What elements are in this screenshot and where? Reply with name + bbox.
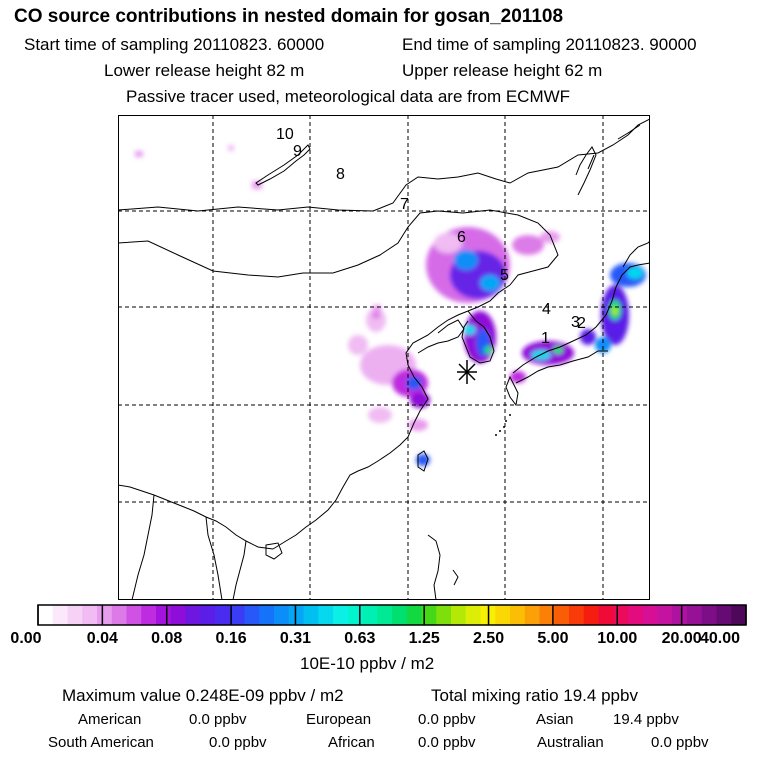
- receptor-asterisk-icon: [457, 360, 477, 384]
- trajectory-label-1: 1: [541, 330, 550, 347]
- colorbar-tick-label: 20.00: [661, 630, 702, 647]
- colorbar-swatch: [657, 605, 673, 625]
- colorbar-swatch: [613, 605, 629, 625]
- colorbar-tick-label: 0.00: [10, 630, 42, 647]
- map-panel: 1 2 3 4 5 6 7 8 9 10: [118, 115, 650, 600]
- colorbar-tick-label: 1.25: [408, 630, 440, 647]
- end-time-text: End time of sampling 20110823. 90000: [402, 35, 697, 54]
- colorbar-swatch: [539, 605, 555, 625]
- colorbar-swatch: [288, 605, 304, 625]
- colorbar-swatch: [170, 605, 186, 625]
- colorbar: [37, 604, 747, 631]
- region-african-label: African: [328, 734, 375, 751]
- region-south-american-label: South American: [48, 734, 154, 751]
- region-african-value: 0.0 ppbv: [418, 734, 476, 751]
- colorbar-tick-label: 5.00: [537, 630, 569, 647]
- colorbar-swatch: [303, 605, 319, 625]
- colorbar-swatch: [67, 605, 83, 625]
- colorbar-swatch: [274, 605, 290, 625]
- tracer-note-text: Passive tracer used, meteorological data…: [126, 87, 571, 106]
- colorbar-swatch: [333, 605, 349, 625]
- colorbar-swatch: [82, 605, 98, 625]
- colorbar-swatch: [200, 605, 216, 625]
- colorbar-swatch: [598, 605, 614, 625]
- colorbar-tick-label: 0.08: [151, 630, 183, 647]
- colorbar-swatch: [244, 605, 260, 625]
- start-time-text: Start time of sampling 20110823. 60000: [24, 35, 325, 54]
- region-south-american-value: 0.0 ppbv: [209, 734, 267, 751]
- colorbar-tick-label: 2.50: [472, 630, 505, 647]
- trajectory-label-5: 5: [500, 267, 509, 284]
- colorbar-swatch: [731, 605, 747, 625]
- trajectory-label-8: 8: [336, 166, 345, 183]
- colorbar-swatch: [510, 605, 526, 625]
- trajectory-label-4: 4: [542, 301, 551, 318]
- trajectory-label-7: 7: [400, 196, 409, 213]
- colorbar-swatch: [52, 605, 68, 625]
- trajectory-label-3: 3: [571, 314, 580, 331]
- map-gridlines: [118, 115, 650, 600]
- colorbar-swatch: [687, 605, 703, 625]
- colorbar-swatch: [362, 605, 378, 625]
- page-title: CO source contributions in nested domain…: [14, 6, 564, 27]
- colorbar-frame: [37, 604, 747, 626]
- colorbar-swatch: [141, 605, 157, 625]
- colorbar-tick-label: 0.04: [86, 630, 118, 647]
- colorbar-swatch: [215, 605, 231, 625]
- colorbar-tick-label: 0.31: [279, 630, 312, 647]
- colorbar-swatch: [628, 605, 644, 625]
- colorbar-tick-label: 10.00: [597, 630, 638, 647]
- colorbar-swatch: [465, 605, 481, 625]
- trajectory-label-6: 6: [457, 229, 466, 246]
- region-european-value: 0.0 ppbv: [418, 711, 476, 728]
- coastlines: [118, 118, 650, 600]
- colorbar-swatch: [111, 605, 127, 625]
- colorbar-tick-label: 40.00: [699, 630, 741, 647]
- colorbar-swatch: [583, 605, 599, 625]
- region-asian-label: Asian: [536, 711, 574, 728]
- lower-release-height-text: Lower release height 82 m: [104, 61, 305, 80]
- max-value-text: Maximum value 0.248E-09 ppbv / m2: [62, 686, 344, 705]
- colorbar-swatch: [318, 605, 334, 625]
- colorbar-swatch: [38, 605, 54, 625]
- colorbar-swatch: [406, 605, 422, 625]
- colorbar-swatch: [451, 605, 467, 625]
- total-mixing-ratio-text: Total mixing ratio 19.4 ppbv: [431, 686, 638, 705]
- trajectory-label-9: 9: [293, 143, 302, 160]
- colorbar-swatch: [642, 605, 658, 625]
- colorbar-tick-label: 0.16: [215, 630, 247, 647]
- colorbar-swatch: [554, 605, 570, 625]
- colorbar-swatch: [377, 605, 393, 625]
- colorbar-swatch: [126, 605, 142, 625]
- colorbar-swatch: [97, 605, 113, 625]
- colorbar-swatch: [701, 605, 717, 625]
- trajectory-label-2: 2: [577, 315, 586, 332]
- colorbar-swatch: [672, 605, 688, 625]
- colorbar-swatch: [716, 605, 732, 625]
- colorbar-tick-label: 0.63: [344, 630, 376, 647]
- colorbar-swatch: [259, 605, 275, 625]
- upper-release-height-text: Upper release height 62 m: [402, 61, 603, 80]
- colorbar-swatch: [229, 605, 245, 625]
- colorbar-swatch: [495, 605, 511, 625]
- colorbar-swatch: [392, 605, 408, 625]
- region-american-value: 0.0 ppbv: [189, 711, 247, 728]
- trajectory-label-10: 10: [276, 126, 294, 143]
- colorbar-unit-label: 10E-10 ppbv / m2: [300, 654, 435, 673]
- colorbar-swatch: [569, 605, 585, 625]
- colorbar-swatch: [421, 605, 437, 625]
- colorbar-swatch: [524, 605, 540, 625]
- region-european-label: European: [306, 711, 372, 728]
- region-asian-value: 19.4 ppbv: [613, 711, 679, 728]
- colorbar-swatch: [436, 605, 452, 625]
- colorbar-swatch: [347, 605, 363, 625]
- region-australian-label: Australian: [537, 734, 604, 751]
- map-border: [118, 115, 650, 600]
- region-american-label: American: [78, 711, 142, 728]
- colorbar-swatch: [156, 605, 172, 625]
- colorbar-swatch: [185, 605, 201, 625]
- region-australian-value: 0.0 ppbv: [651, 734, 709, 751]
